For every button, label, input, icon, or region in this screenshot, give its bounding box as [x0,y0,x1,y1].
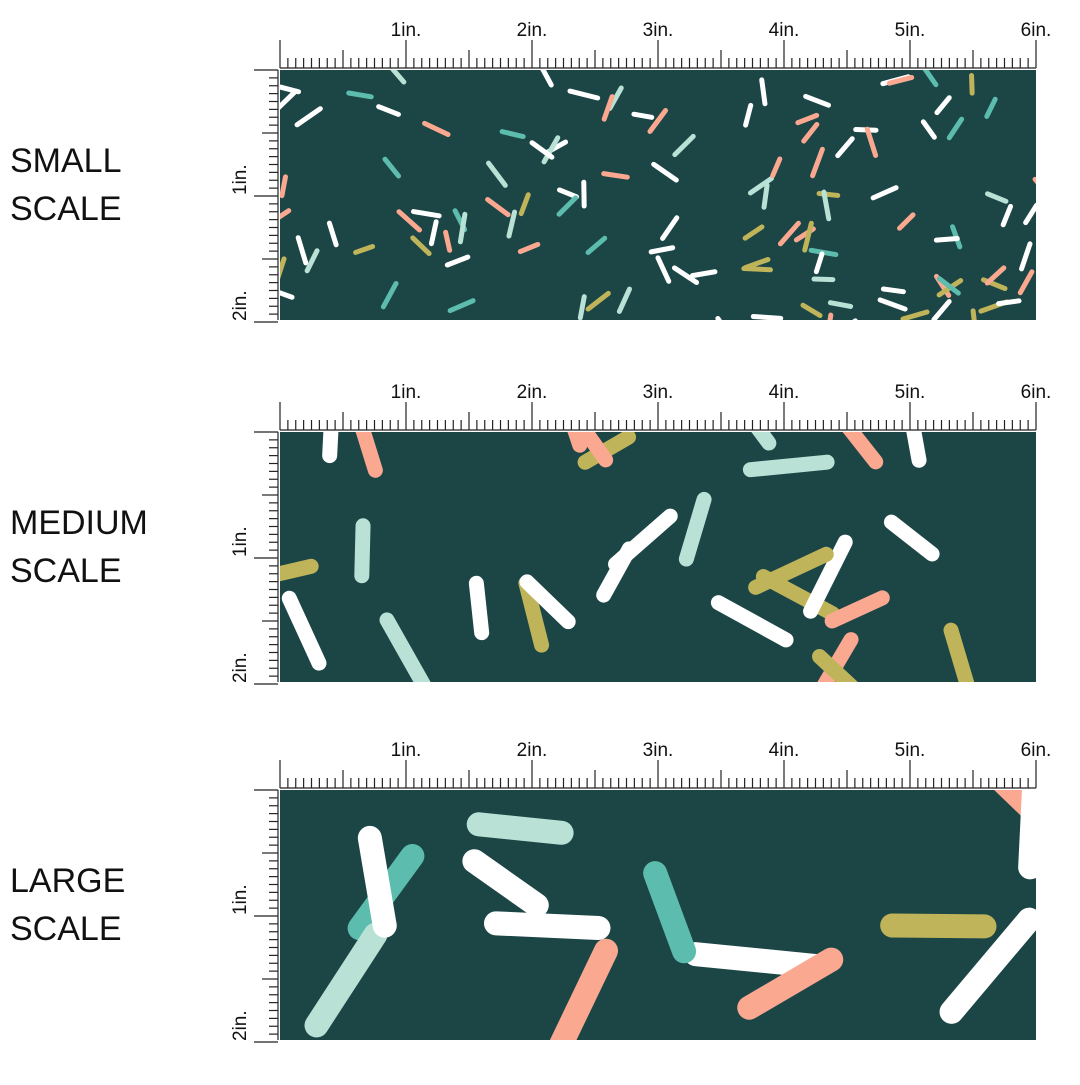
ruler-label: 4in. [769,382,800,403]
sprinkle [764,185,767,207]
sprinkle [696,954,816,966]
ruler-label: 1in. [230,884,251,915]
ruler-label: 3in. [643,20,674,41]
ruler-label: 5in. [895,740,926,761]
sprinkle [983,46,1003,55]
ruler-label: 2in. [230,290,251,321]
sprinkle [862,324,881,328]
sprinkle [290,44,314,57]
sprinkle [1035,179,1050,197]
sprinkle [1006,325,1024,328]
sprinkle [252,220,271,237]
sprinkle [632,336,654,341]
ruler-label: 1in. [230,164,251,195]
fabric-swatch [280,70,1036,320]
scale-panel: MEDIUM SCALE 1in. 2in. 3in. 4in. 5in. 6in. 1in. 2… [10,382,1051,711]
sprinkle [362,526,363,576]
ruler-label: 6in. [1021,382,1052,403]
ruler-label: 2in. [230,1010,251,1041]
sprinkle [892,925,984,926]
sprinkle [827,315,831,339]
sprinkle [936,239,957,241]
ruler-label: 2in. [230,652,251,683]
sprinkle [718,318,728,333]
sprinkle [999,301,1019,304]
scale-label: SCALE [10,190,122,228]
ruler-label: 6in. [1021,20,1052,41]
scale-label: SCALE [10,552,122,590]
sprinkle [476,583,481,632]
ruler-label: 5in. [895,20,926,41]
sprinkle [811,329,833,341]
ruler-label: 1in. [391,382,422,403]
sprinkle [814,279,833,280]
sprinkle [261,43,266,61]
sprinkle [479,824,562,832]
sprinkle [750,462,827,470]
sprinkle [1046,163,1047,191]
ruler-label: 3in. [643,740,674,761]
sprinkle [282,177,286,196]
sprinkle [634,114,652,117]
ruler-label: 5in. [895,382,926,403]
scale-label: SMALL [10,142,122,180]
scale-panel: LARGE SCALE 1in. 2in. 3in. 4in. 5in. 6in. 1in. 2i… [10,740,1051,1048]
sprinkle [370,838,385,926]
sprinkle [973,311,976,338]
sprinkle [972,76,973,94]
ruler-label: 1in. [391,740,422,761]
scale-label: LARGE [10,862,125,900]
ruler-label: 2in. [517,382,548,403]
ruler-label: 3in. [643,382,674,403]
sprinkle [258,224,277,227]
sprinkle [259,331,279,346]
ruler-label: 6in. [1021,740,1052,761]
ruler-label: 4in. [769,740,800,761]
sprinkle [496,923,598,928]
sprinkle [883,289,903,292]
sprinkle [482,337,501,339]
ruler-label: 1in. [230,526,251,557]
scale-label: SCALE [10,910,122,948]
sprinkle [330,402,333,455]
ruler-label: 2in. [517,20,548,41]
sprinkle [753,317,780,319]
sprinkle [933,336,959,340]
ruler-label: 2in. [517,740,548,761]
sprinkle [604,174,628,178]
sprinkle [1030,762,1035,868]
ruler-label: 1in. [391,20,422,41]
sprinkle [762,80,765,104]
sprinkle [744,269,771,270]
scale-label: MEDIUM [10,504,148,542]
sprinkle [840,321,856,333]
scale-panel: SMALL SCALE 1in. 2in. 3in. 4in. 5in. 6in. 1in. 2i… [10,20,1051,345]
ruler-label: 4in. [769,20,800,41]
